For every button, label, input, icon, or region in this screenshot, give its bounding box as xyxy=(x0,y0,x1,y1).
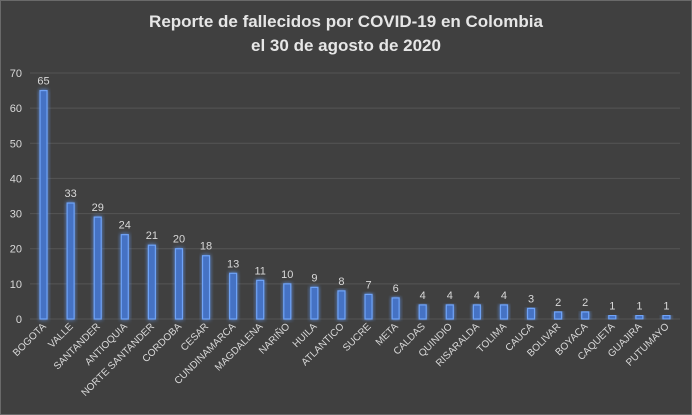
data-label: 4 xyxy=(501,290,507,302)
chart-title-line-1: Reporte de fallecidos por COVID-19 en Co… xyxy=(149,12,543,31)
bar xyxy=(66,202,75,320)
bar xyxy=(120,234,129,320)
bar xyxy=(337,290,346,320)
bar xyxy=(147,244,156,320)
data-label: 21 xyxy=(146,230,158,242)
data-label: 11 xyxy=(254,265,265,277)
data-label: 10 xyxy=(281,269,293,281)
bar xyxy=(283,283,292,320)
y-tick-label: 70 xyxy=(10,68,22,80)
data-label: 3 xyxy=(528,293,534,305)
data-label: 18 xyxy=(200,241,212,253)
data-label: 2 xyxy=(582,297,588,309)
y-tick-label: 40 xyxy=(10,173,22,185)
data-label: 8 xyxy=(338,276,344,288)
bar xyxy=(472,304,481,320)
bar xyxy=(201,255,211,320)
bar xyxy=(635,314,644,320)
gridlines xyxy=(30,72,680,320)
bar xyxy=(554,311,563,320)
data-label: 4 xyxy=(420,290,426,302)
bar xyxy=(229,272,238,320)
y-tick-label: 60 xyxy=(10,103,22,115)
y-tick-label: 20 xyxy=(10,244,22,256)
bar xyxy=(418,304,427,320)
bar xyxy=(174,248,184,320)
y-tick-label: 0 xyxy=(16,314,22,326)
y-tick-label: 10 xyxy=(10,279,22,291)
data-label: 33 xyxy=(65,188,77,200)
data-label: 4 xyxy=(474,290,480,302)
data-label: 65 xyxy=(37,76,49,88)
bar xyxy=(391,297,400,320)
bar xyxy=(445,304,454,320)
x-tick-label: TOLIMA xyxy=(475,321,509,355)
data-label: 1 xyxy=(636,300,642,312)
y-tick-label: 30 xyxy=(10,209,22,221)
data-label: 24 xyxy=(119,220,131,232)
chart-title: Reporte de fallecidos por COVID-19 en Co… xyxy=(0,10,692,58)
bar xyxy=(39,89,48,320)
data-label: 20 xyxy=(173,234,185,246)
y-tick-label: 50 xyxy=(10,138,22,150)
bars xyxy=(39,89,671,320)
data-label: 29 xyxy=(92,202,104,214)
bar xyxy=(310,286,319,320)
x-tick-label: BOGOTA xyxy=(11,321,49,359)
bar xyxy=(526,307,536,320)
bar xyxy=(499,304,509,320)
data-label: 1 xyxy=(663,300,669,312)
data-label: 13 xyxy=(227,258,239,270)
data-label: 6 xyxy=(393,283,399,295)
bar xyxy=(256,279,265,320)
chart-title-line-2: el 30 de agosto de 2020 xyxy=(251,36,441,55)
bar xyxy=(581,311,590,320)
x-tick-label: SUCRE xyxy=(341,321,374,354)
data-label: 4 xyxy=(447,290,453,302)
data-label: 1 xyxy=(609,300,615,312)
data-label: 7 xyxy=(365,279,371,291)
bar xyxy=(93,216,102,320)
bar xyxy=(662,314,671,320)
bar xyxy=(364,293,373,320)
data-label: 9 xyxy=(311,272,317,284)
bar xyxy=(608,314,617,320)
y-axis: 0 10 20 30 40 50 60 70 xyxy=(10,68,22,326)
data-label: 2 xyxy=(555,297,561,309)
